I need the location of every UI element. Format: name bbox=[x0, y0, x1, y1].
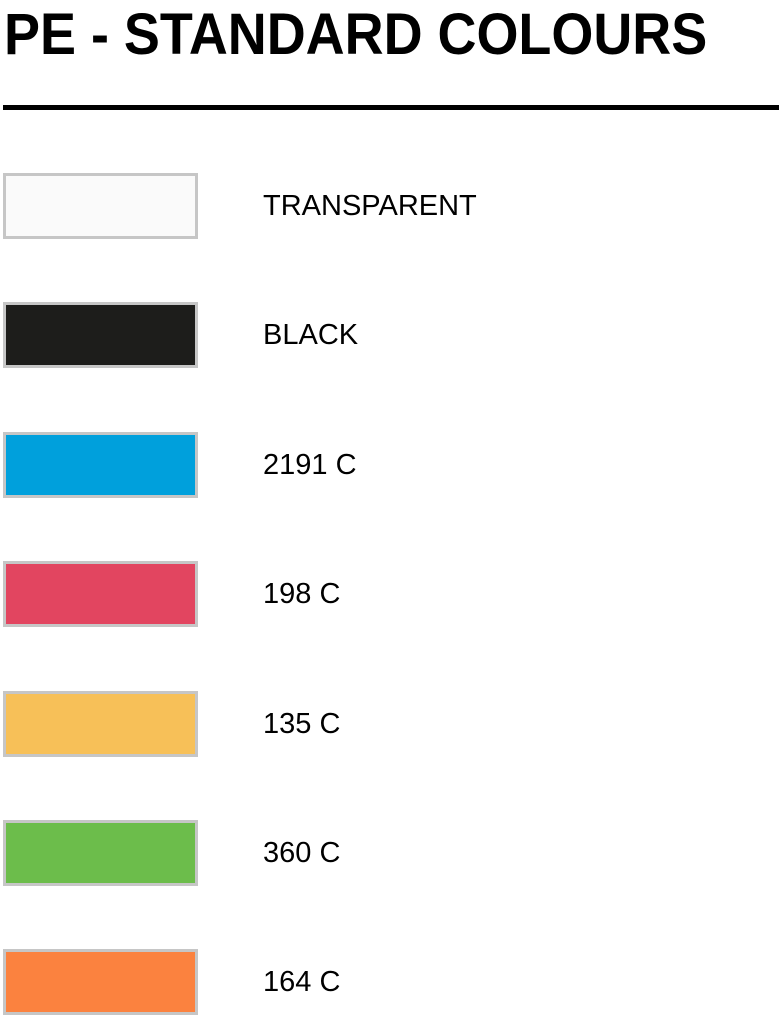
colour-label: 198 C bbox=[263, 578, 341, 611]
colour-row: BLACK bbox=[3, 302, 703, 369]
colour-row: 2191 C bbox=[3, 431, 703, 498]
colour-swatch bbox=[3, 431, 198, 498]
colour-row: 360 C bbox=[3, 820, 703, 886]
colour-label: 164 C bbox=[263, 966, 341, 999]
colour-swatch bbox=[3, 690, 198, 757]
page-title: PE - STANDARD COLOURS bbox=[4, 2, 708, 67]
colour-swatch bbox=[3, 173, 198, 239]
divider bbox=[3, 105, 779, 110]
colour-label: 360 C bbox=[263, 837, 341, 869]
colour-row: 198 C bbox=[3, 561, 703, 628]
colour-label: 135 C bbox=[263, 707, 341, 740]
colour-row: TRANSPARENT bbox=[3, 173, 703, 239]
colour-label: 2191 C bbox=[263, 448, 357, 481]
colour-swatch bbox=[3, 949, 198, 1016]
colour-swatch bbox=[3, 561, 198, 628]
colour-label: BLACK bbox=[263, 319, 359, 352]
colour-row: 164 C bbox=[3, 949, 703, 1016]
colour-swatch bbox=[3, 302, 198, 369]
colour-swatch bbox=[3, 820, 198, 886]
colour-row: 135 C bbox=[3, 690, 703, 757]
colour-label: TRANSPARENT bbox=[263, 190, 477, 222]
